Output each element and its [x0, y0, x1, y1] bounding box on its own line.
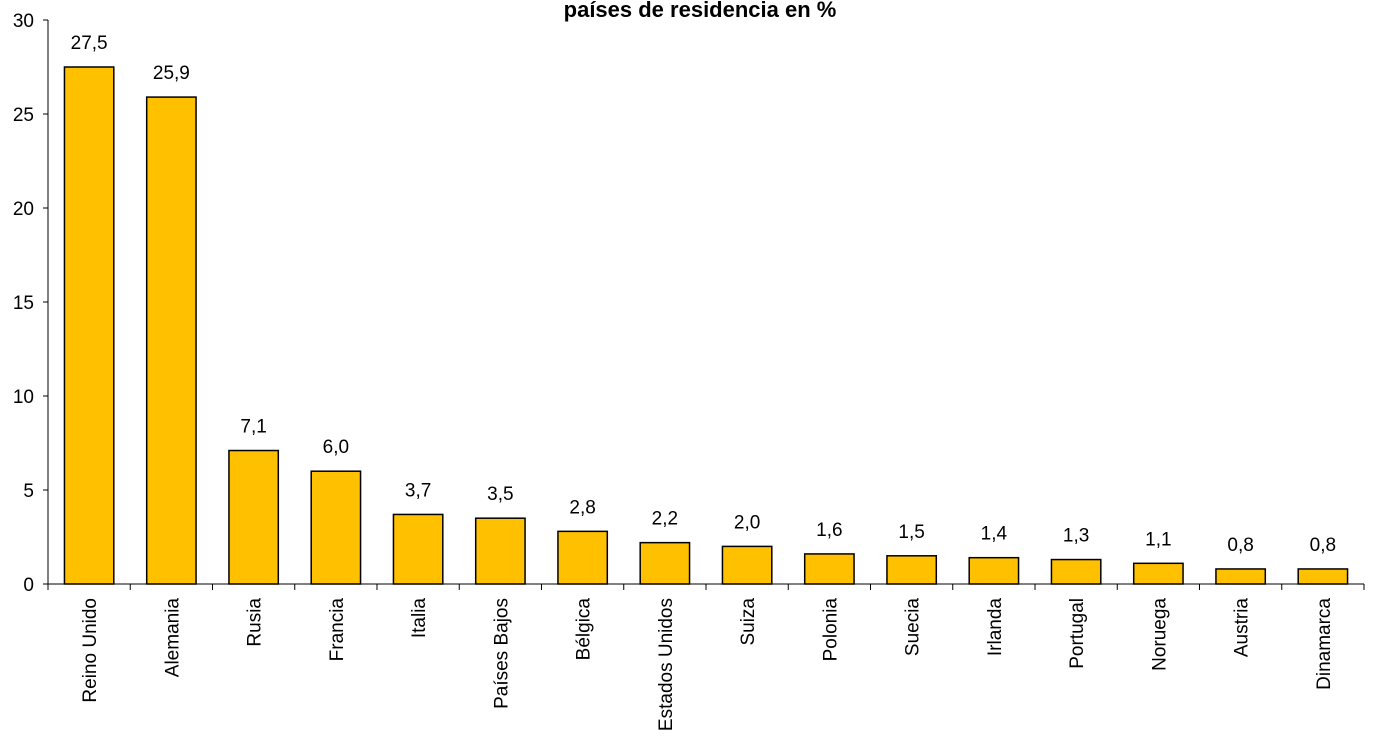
- bar: [1050, 558, 1102, 585]
- bar: [145, 96, 197, 585]
- data-label: 7,1: [240, 417, 266, 438]
- data-label: 0,8: [1227, 535, 1253, 556]
- category-label: Estados Unidos: [656, 598, 677, 731]
- category-label: Dinamarca: [1314, 598, 1335, 690]
- category-label: Irlanda: [985, 598, 1006, 657]
- data-label: 2,2: [652, 509, 678, 530]
- y-tick-label: 5: [23, 481, 34, 502]
- bar: [1132, 562, 1184, 585]
- category-label: Rusia: [245, 598, 266, 647]
- bar: [886, 555, 938, 585]
- data-label: 1,1: [1145, 529, 1171, 550]
- bar: [228, 449, 280, 585]
- data-label: 1,3: [1063, 526, 1089, 547]
- y-tick-label: 15: [13, 293, 34, 314]
- category-label: Suecia: [903, 598, 924, 657]
- data-label: 1,4: [981, 524, 1008, 545]
- data-label: 3,7: [405, 480, 431, 501]
- y-tick-label: 0: [23, 575, 34, 596]
- category-label: Italia: [409, 598, 430, 639]
- bar: [968, 556, 1020, 585]
- bar: [1297, 568, 1349, 585]
- data-label: 3,5: [487, 484, 513, 505]
- axes: 0 5 10 15 20 25 30: [13, 11, 1365, 596]
- category-label: Bélgica: [574, 598, 595, 661]
- y-tick-label: 30: [13, 11, 34, 32]
- data-label: 27,5: [71, 33, 108, 54]
- bar: [1215, 568, 1267, 585]
- y-tick-label: 25: [13, 105, 34, 126]
- data-label: 25,9: [153, 63, 190, 84]
- category-label: Suiza: [738, 598, 759, 646]
- data-label: 2,0: [734, 512, 760, 533]
- data-label: 1,5: [898, 522, 924, 543]
- category-label: Austria: [1232, 598, 1253, 658]
- category-label: Alemania: [162, 598, 183, 678]
- data-label: 6,0: [323, 437, 349, 458]
- y-tick-label: 20: [13, 199, 34, 220]
- bar: [721, 545, 773, 585]
- data-label: 1,6: [816, 520, 842, 541]
- bar: [474, 517, 526, 585]
- category-label: Francia: [327, 598, 348, 662]
- bar: [310, 470, 362, 585]
- data-label: 2,8: [569, 497, 595, 518]
- bar: [803, 553, 855, 585]
- bar: [557, 530, 609, 585]
- category-label: Reino Unido: [80, 598, 101, 703]
- data-label: 0,8: [1310, 535, 1336, 556]
- chart-title: países de residencia en %: [564, 0, 837, 22]
- category-label: Portugal: [1067, 598, 1088, 669]
- category-label: Polonia: [820, 598, 841, 662]
- category-label: Noruega: [1149, 598, 1170, 671]
- bars: [63, 66, 1349, 585]
- bar: [63, 66, 115, 585]
- bar: [392, 513, 444, 585]
- category-label: Países Bajos: [491, 598, 512, 709]
- bar: [639, 541, 691, 585]
- y-tick-label: 10: [13, 387, 34, 408]
- labels: 27,5 Reino Unido 25,9 Alemania 7,1 Rusia 6,0 Fr…: [71, 33, 1336, 731]
